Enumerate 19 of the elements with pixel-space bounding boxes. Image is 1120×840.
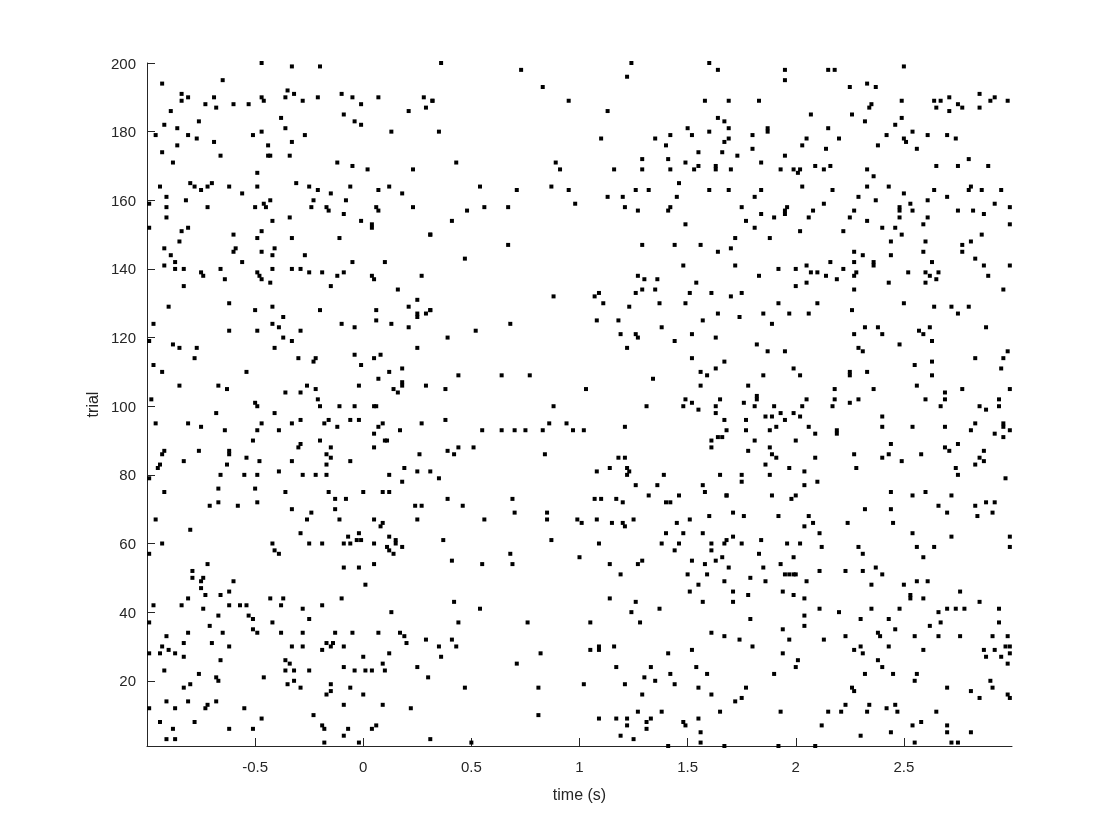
x-tick-label: 1 xyxy=(575,758,584,775)
y-tick-label: 120 xyxy=(110,329,136,347)
y-tick-label: 80 xyxy=(119,466,136,484)
y-tick-label: 200 xyxy=(110,54,136,72)
y-tick-label: 60 xyxy=(119,535,136,552)
x-tick-label: 0.5 xyxy=(460,758,482,775)
x-tick-label: 2.5 xyxy=(893,758,915,775)
y-tick-label: 20 xyxy=(119,672,136,690)
y-tick-label: 40 xyxy=(119,603,136,621)
x-tick-label: 2 xyxy=(791,758,800,775)
x-axis-title: time (s) xyxy=(552,785,607,803)
y-axis-title: trial xyxy=(83,391,101,418)
x-tick-label: 1.5 xyxy=(677,758,699,775)
y-tick-label: 100 xyxy=(110,397,136,415)
y-tick-label: 160 xyxy=(110,191,136,209)
x-tick-label: 0 xyxy=(359,758,368,775)
y-tick-label: 180 xyxy=(110,123,136,141)
y-tick-label: 140 xyxy=(110,260,136,278)
x-tick-label: -0.5 xyxy=(242,758,269,775)
